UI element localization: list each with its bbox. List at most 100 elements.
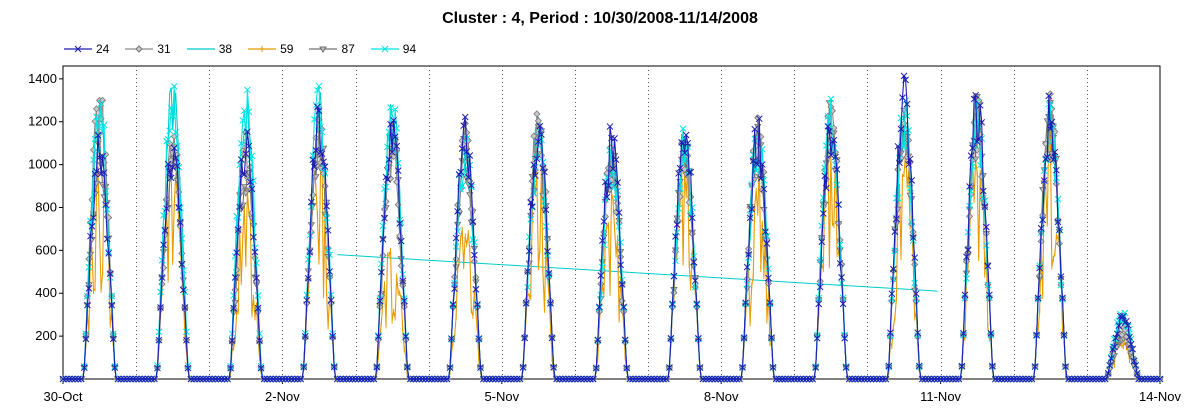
point-marker — [379, 235, 387, 243]
point-marker — [434, 375, 442, 383]
point-marker — [748, 181, 756, 188]
point-marker — [314, 86, 321, 94]
point-marker — [324, 226, 332, 234]
point-marker — [1065, 375, 1072, 383]
point-marker — [410, 375, 417, 383]
point-marker — [272, 375, 280, 383]
point-marker — [969, 144, 976, 152]
point-marker — [542, 222, 550, 230]
point-marker — [218, 375, 225, 383]
point-marker — [294, 375, 301, 383]
point-marker — [803, 375, 810, 383]
point-marker — [364, 375, 372, 383]
point-marker — [193, 375, 201, 383]
point-marker — [349, 375, 356, 383]
point-marker — [762, 228, 769, 235]
point-marker — [946, 375, 954, 383]
point-marker — [1068, 375, 1075, 383]
point-marker — [516, 375, 524, 383]
point-marker — [167, 174, 175, 182]
point-marker — [621, 336, 629, 344]
point-marker — [187, 375, 195, 383]
point-marker — [282, 375, 289, 383]
point-marker — [530, 161, 538, 169]
point-marker — [743, 263, 751, 271]
point-marker — [1034, 294, 1042, 302]
point-marker — [288, 375, 295, 383]
point-marker — [911, 254, 919, 262]
point-marker — [1121, 309, 1129, 317]
point-marker — [615, 209, 623, 216]
point-marker — [656, 375, 664, 383]
point-marker — [763, 240, 771, 247]
point-marker — [251, 248, 259, 256]
point-marker — [307, 198, 315, 206]
point-marker — [1001, 375, 1008, 383]
point-marker — [279, 375, 286, 383]
point-marker — [148, 375, 155, 383]
point-marker — [1053, 166, 1060, 174]
point-marker — [501, 375, 509, 383]
point-marker — [391, 106, 399, 113]
point-marker — [886, 329, 894, 337]
point-marker — [269, 375, 277, 383]
y-tick-label: 200 — [35, 328, 57, 343]
point-marker — [822, 184, 830, 192]
point-marker — [68, 375, 76, 383]
point-marker — [766, 299, 774, 307]
point-marker — [768, 334, 775, 341]
point-marker — [839, 300, 847, 308]
point-marker — [603, 193, 611, 201]
point-marker — [1095, 375, 1103, 383]
point-marker — [972, 91, 979, 99]
point-marker — [1043, 153, 1051, 161]
point-marker — [458, 182, 466, 189]
point-marker — [123, 375, 131, 383]
point-marker — [903, 100, 911, 108]
point-marker — [524, 283, 532, 291]
point-marker — [838, 274, 845, 281]
point-marker — [902, 76, 909, 84]
point-marker — [982, 223, 990, 231]
point-marker — [103, 235, 111, 243]
point-marker — [641, 375, 649, 383]
point-marker — [580, 375, 588, 383]
point-marker — [818, 238, 826, 246]
point-marker — [693, 300, 701, 308]
point-marker — [720, 375, 728, 383]
point-marker — [242, 150, 250, 158]
point-marker — [361, 375, 369, 383]
point-marker — [571, 375, 579, 383]
point-marker — [240, 170, 248, 178]
point-marker — [477, 364, 484, 371]
point-marker — [984, 262, 992, 270]
point-marker — [538, 131, 545, 138]
point-marker — [626, 375, 634, 383]
point-marker — [751, 125, 759, 133]
point-marker — [830, 136, 838, 144]
point-marker — [117, 375, 125, 383]
point-marker — [327, 296, 335, 304]
point-marker — [82, 335, 90, 343]
point-marker — [1113, 330, 1121, 338]
point-marker — [164, 135, 172, 143]
point-marker — [644, 375, 652, 383]
point-marker — [678, 160, 685, 167]
point-marker — [85, 263, 93, 271]
point-marker — [749, 157, 757, 165]
point-marker — [893, 215, 900, 223]
y-tick-label: 400 — [35, 285, 57, 300]
point-marker — [955, 375, 963, 383]
point-marker — [743, 280, 751, 288]
legend-item: 94 — [370, 42, 416, 56]
point-marker — [151, 375, 158, 383]
point-marker — [471, 251, 478, 259]
point-marker — [1138, 375, 1146, 383]
point-marker — [166, 168, 174, 176]
point-marker — [1126, 333, 1133, 341]
point-marker — [675, 205, 682, 212]
point-marker — [489, 375, 497, 383]
point-marker — [937, 375, 944, 383]
point-marker — [794, 375, 801, 383]
point-marker — [106, 270, 114, 278]
